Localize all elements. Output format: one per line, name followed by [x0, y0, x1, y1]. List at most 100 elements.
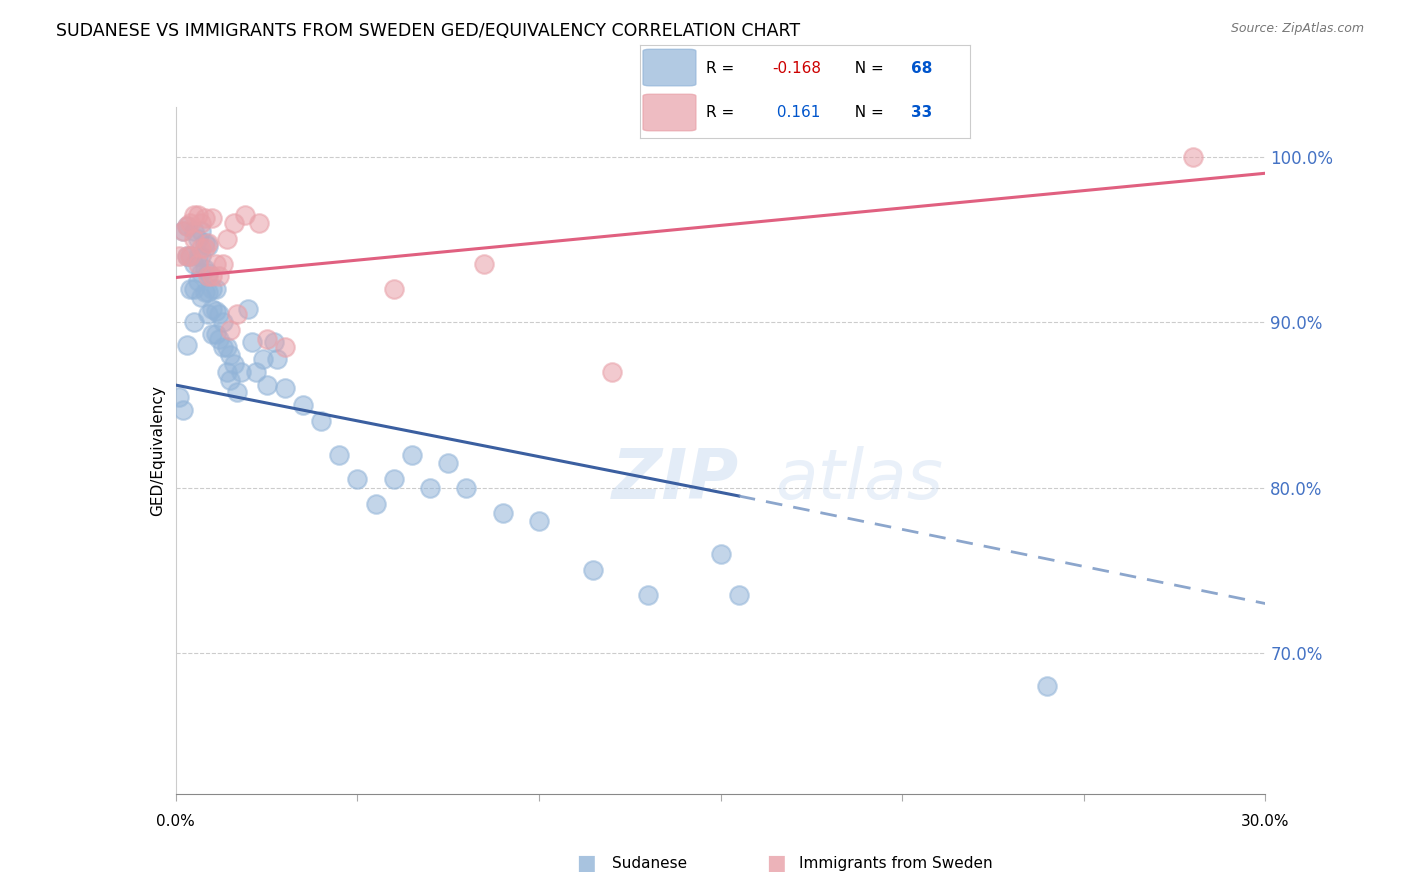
Text: SUDANESE VS IMMIGRANTS FROM SWEDEN GED/EQUIVALENCY CORRELATION CHART: SUDANESE VS IMMIGRANTS FROM SWEDEN GED/E… [56, 22, 800, 40]
Point [240, 334, 263, 349]
Point [197, 268, 219, 283]
Point [201, 301, 224, 316]
Point [382, 282, 405, 296]
Point [1036, 679, 1059, 693]
Point [201, 282, 224, 296]
Point [247, 216, 270, 230]
Point [179, 282, 201, 296]
Point [186, 208, 209, 222]
Point [212, 340, 235, 354]
Point [527, 514, 550, 528]
Text: 33: 33 [911, 105, 932, 120]
Point [309, 415, 332, 429]
Point [194, 235, 217, 250]
Point [190, 216, 212, 230]
Point [179, 216, 201, 230]
Point [190, 241, 212, 255]
Point [172, 224, 194, 238]
Point [222, 357, 245, 371]
Point [219, 323, 242, 337]
Point [176, 249, 198, 263]
Point [183, 282, 205, 296]
Text: atlas: atlas [775, 446, 943, 513]
Text: 30.0%: 30.0% [1241, 814, 1289, 829]
Point [474, 257, 496, 271]
Point [176, 219, 198, 234]
Point [169, 249, 191, 263]
FancyBboxPatch shape [643, 49, 696, 86]
Point [194, 262, 217, 277]
Point [197, 285, 219, 300]
Point [256, 332, 278, 346]
Text: ZIP: ZIP [612, 446, 740, 513]
Point [197, 235, 219, 250]
Point [437, 456, 460, 470]
Point [204, 303, 226, 318]
Point [172, 403, 194, 417]
Text: N =: N = [845, 105, 889, 120]
Point [710, 547, 733, 561]
Point [190, 266, 212, 280]
Point [219, 373, 242, 387]
Point [212, 315, 235, 329]
Point [274, 340, 297, 354]
Point [194, 285, 217, 300]
Point [263, 334, 285, 349]
Text: Sudanese: Sudanese [612, 856, 686, 871]
Point [169, 390, 191, 404]
Point [600, 365, 623, 379]
Point [208, 332, 231, 346]
Point [197, 239, 219, 253]
Point [291, 398, 314, 412]
Text: N =: N = [845, 61, 889, 76]
Text: Source: ZipAtlas.com: Source: ZipAtlas.com [1230, 22, 1364, 36]
Point [212, 257, 235, 271]
Point [226, 384, 249, 399]
Point [637, 588, 659, 602]
Point [419, 481, 441, 495]
Point [231, 365, 253, 379]
Point [256, 378, 278, 392]
Point [727, 588, 749, 602]
Point [190, 249, 212, 263]
Point [179, 249, 201, 263]
Point [274, 381, 297, 395]
Point [328, 448, 350, 462]
Point [172, 224, 194, 238]
Point [252, 351, 274, 366]
Point [1181, 150, 1204, 164]
Text: 68: 68 [911, 61, 932, 76]
Point [190, 290, 212, 304]
Point [179, 249, 201, 263]
Point [215, 340, 238, 354]
Point [382, 472, 405, 486]
Point [197, 307, 219, 321]
Point [245, 365, 267, 379]
Point [176, 219, 198, 234]
Point [183, 208, 205, 222]
Point [201, 326, 224, 341]
Text: 0.161: 0.161 [772, 105, 820, 120]
Point [190, 224, 212, 238]
Point [215, 232, 238, 246]
Point [492, 506, 515, 520]
Point [194, 211, 217, 225]
Point [176, 249, 198, 263]
Text: R =: R = [706, 105, 740, 120]
Point [219, 348, 242, 362]
Point [204, 326, 226, 341]
Point [183, 315, 205, 329]
Point [186, 257, 209, 271]
Point [183, 232, 205, 246]
Point [197, 266, 219, 280]
Point [183, 224, 205, 238]
Text: -0.168: -0.168 [772, 61, 821, 76]
Point [183, 257, 205, 271]
Text: ■: ■ [766, 854, 786, 873]
Point [176, 338, 198, 352]
Point [186, 274, 209, 288]
Point [186, 249, 209, 263]
Point [208, 268, 231, 283]
Point [215, 365, 238, 379]
Point [364, 497, 387, 511]
